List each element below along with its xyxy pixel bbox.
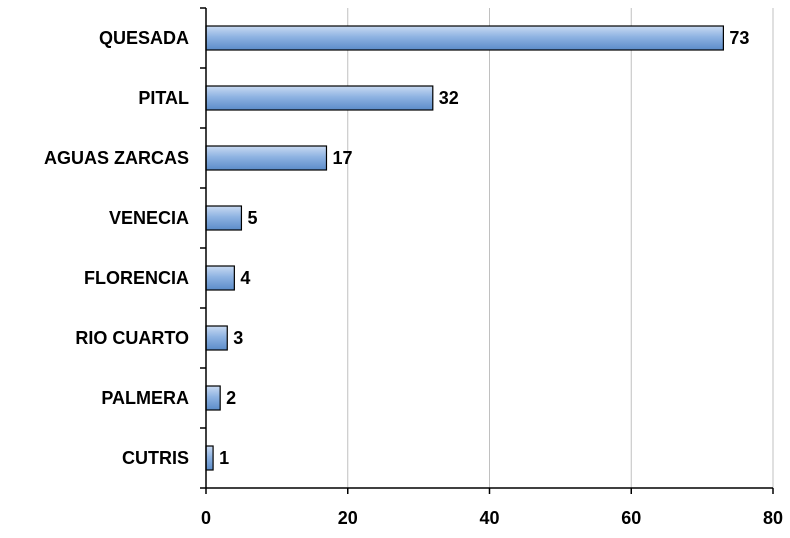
data-label-venecia: 5 — [247, 208, 257, 228]
data-label-cutris: 1 — [219, 448, 229, 468]
data-label-palmera: 2 — [226, 388, 236, 408]
bar-pital — [205, 85, 434, 111]
bars — [205, 25, 724, 471]
category-label-aguas-zarcas: AGUAS ZARCAS — [44, 148, 189, 168]
bar-quesada — [205, 25, 724, 51]
category-label-palmera: PALMERA — [101, 388, 189, 408]
bar-florencia — [205, 265, 235, 291]
x-tick-label-20: 20 — [338, 508, 358, 528]
bar-palmera — [205, 385, 221, 411]
data-label-pital: 32 — [439, 88, 459, 108]
bar-venecia — [205, 205, 243, 231]
x-tick-label-40: 40 — [479, 508, 499, 528]
axes — [200, 7, 774, 494]
category-label-venecia: VENECIA — [109, 208, 189, 228]
x-tick-label-0: 0 — [201, 508, 211, 528]
bar-rio-cuarto — [205, 325, 228, 351]
bar-aguas-zarcas — [205, 145, 328, 171]
category-label-cutris: CUTRIS — [122, 448, 189, 468]
data-label-florencia: 4 — [240, 268, 250, 288]
data-label-quesada: 73 — [729, 28, 749, 48]
category-label-rio-cuarto: RIO CUARTO — [75, 328, 189, 348]
data-label-aguas-zarcas: 17 — [332, 148, 352, 168]
bar-cutris — [205, 445, 214, 471]
category-label-quesada: QUESADA — [99, 28, 189, 48]
category-label-pital: PITAL — [138, 88, 189, 108]
x-tick-label-60: 60 — [621, 508, 641, 528]
data-label-rio-cuarto: 3 — [233, 328, 243, 348]
gridlines — [347, 8, 774, 488]
category-label-florencia: FLORENCIA — [84, 268, 189, 288]
x-tick-label-80: 80 — [763, 508, 783, 528]
